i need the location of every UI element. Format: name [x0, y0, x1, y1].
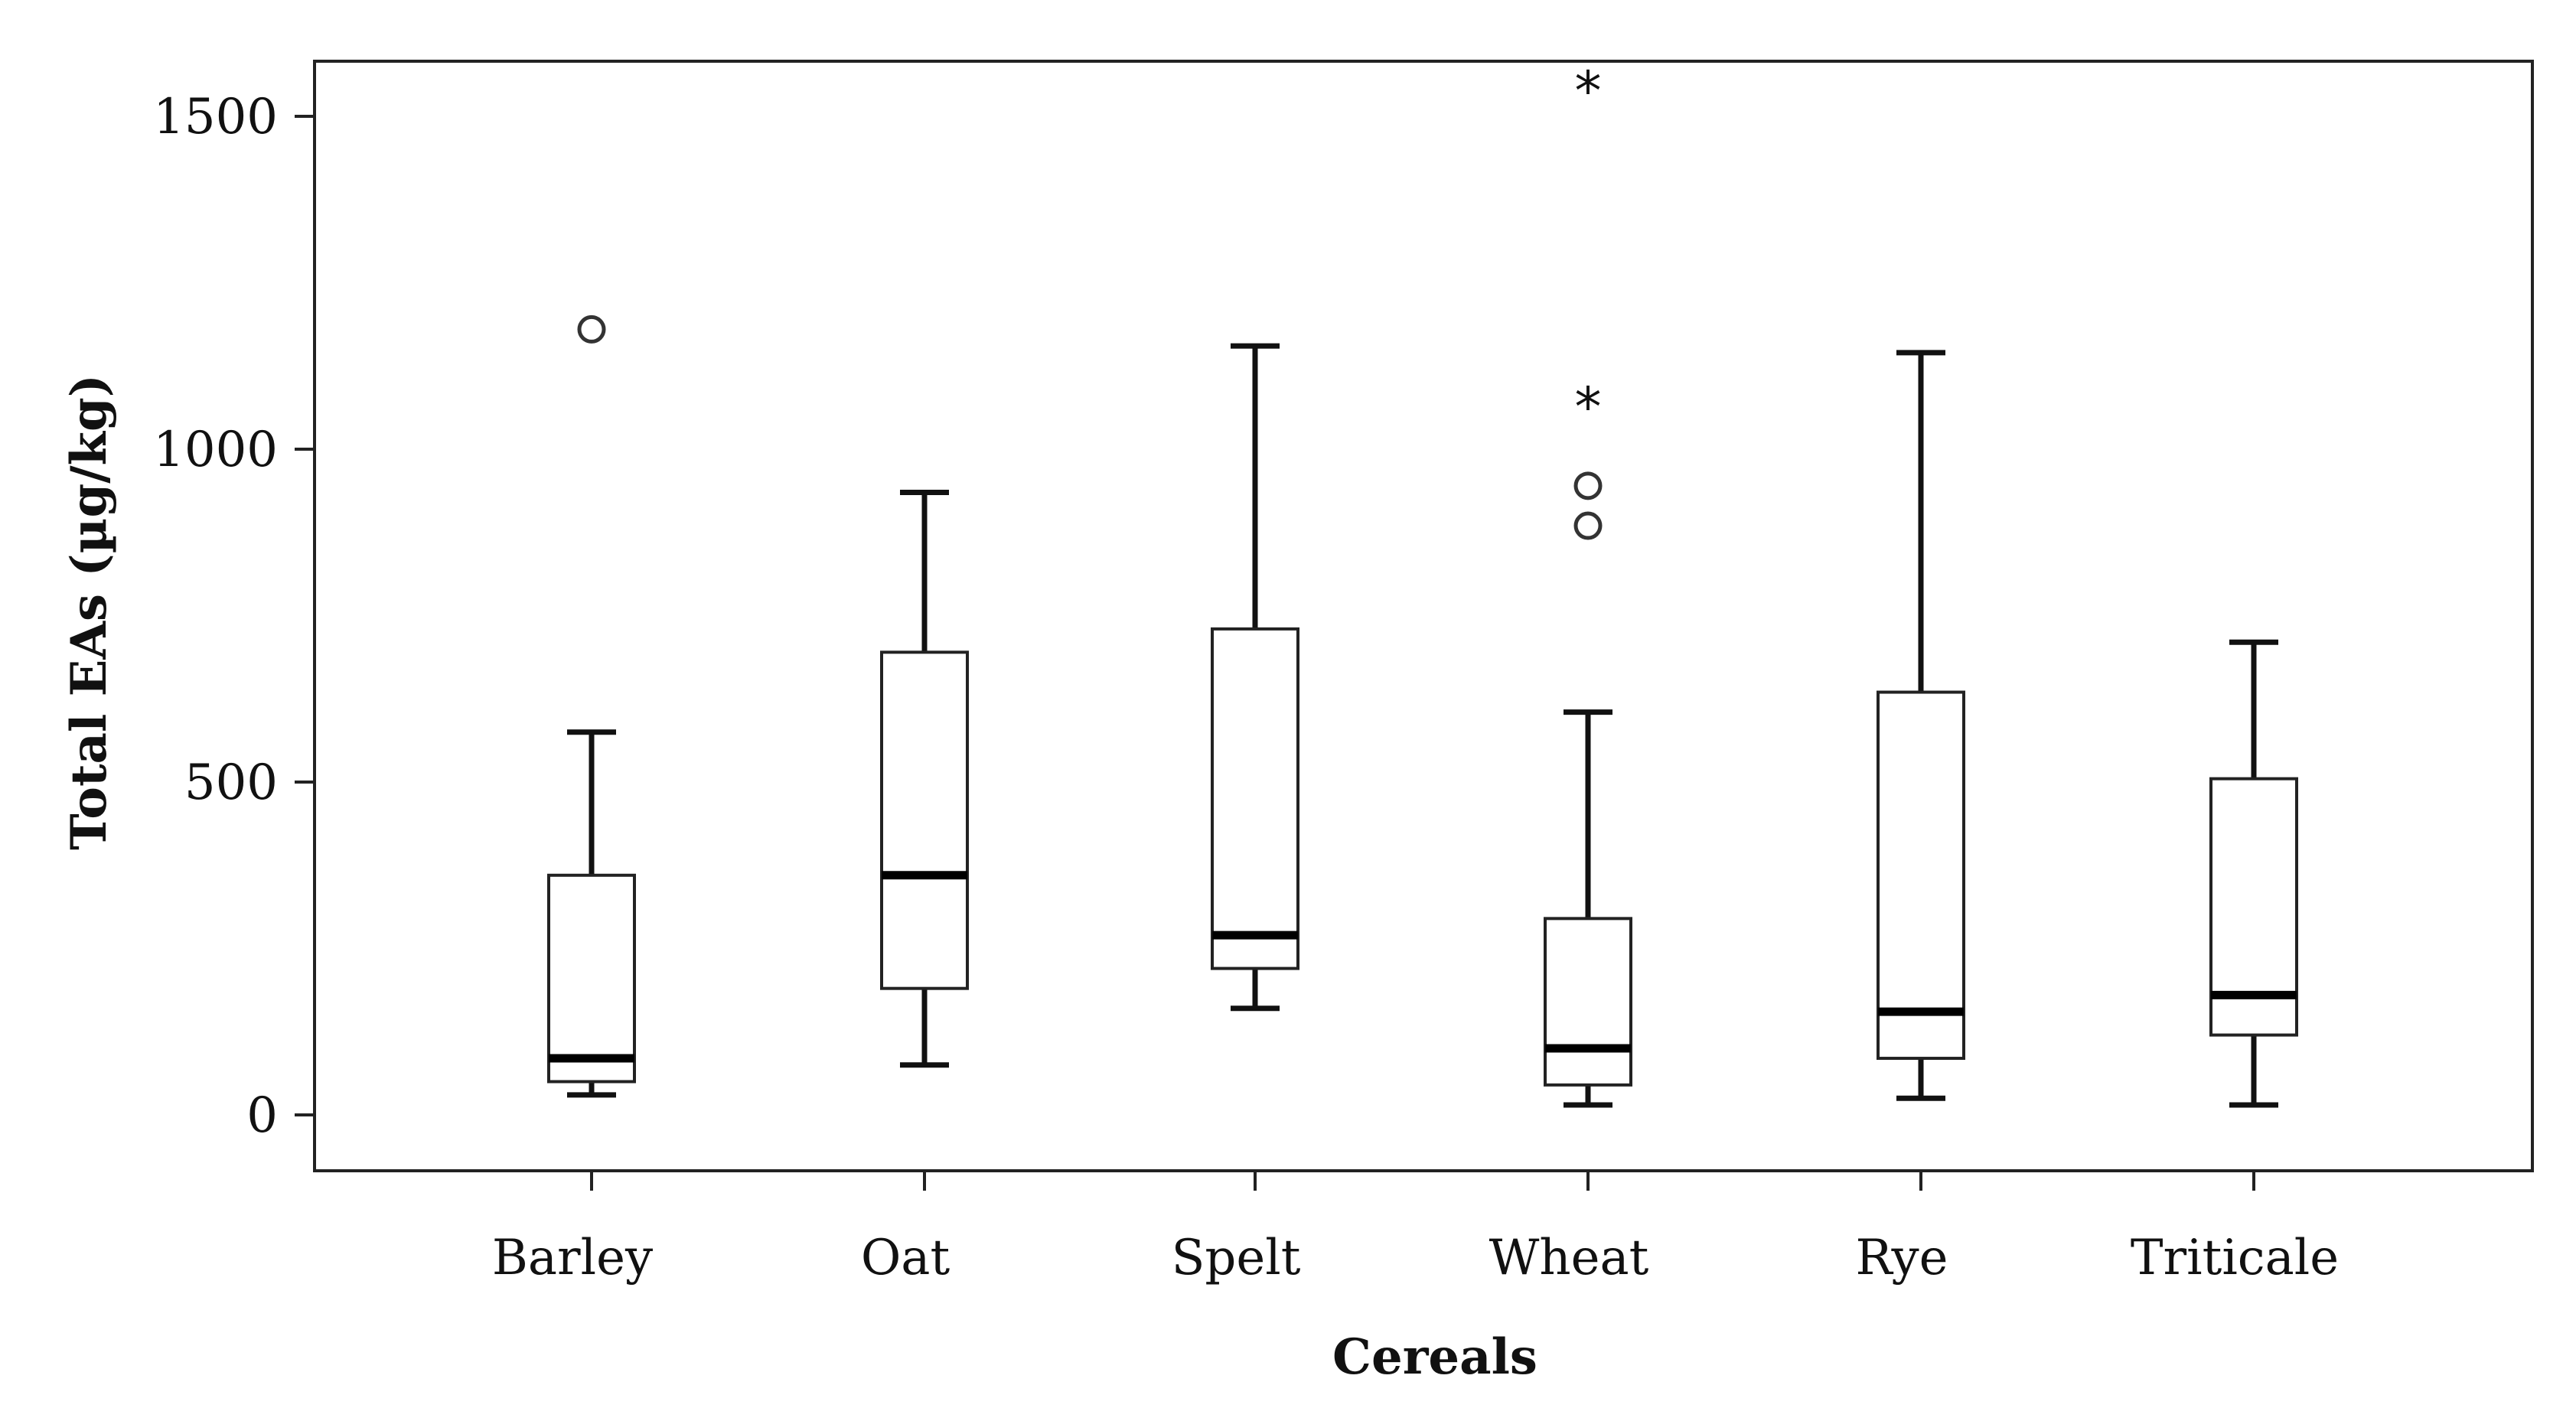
- y-tick-label: 500: [184, 754, 278, 811]
- box-rye: [1877, 350, 1965, 1101]
- iqr-box: [880, 650, 969, 990]
- box-spelt: [1211, 343, 1299, 1012]
- iqr-box: [1877, 690, 1965, 1061]
- iqr-box: [1211, 627, 1299, 970]
- y-tick-label: 0: [246, 1087, 278, 1144]
- outlier-circle: [1573, 471, 1603, 500]
- outlier-circle: [1573, 511, 1603, 540]
- boxes: **: [547, 60, 2298, 1108]
- y-tick-label: 1500: [153, 89, 278, 145]
- outlier-circle: [577, 315, 606, 344]
- outlier-star: *: [1575, 60, 1602, 122]
- box-oat: [880, 490, 969, 1068]
- box-wheat: **: [1544, 60, 1632, 1108]
- x-axis: Barley Oat Spelt Wheat Rye Triticale: [492, 1171, 2339, 1286]
- iqr-box: [1544, 917, 1632, 1087]
- x-tick-label: Triticale: [2131, 1230, 2339, 1286]
- x-tick-label: Rye: [1855, 1230, 1948, 1286]
- outlier-star: *: [1575, 376, 1602, 438]
- x-axis-title: Cereals: [1332, 1328, 1537, 1386]
- y-tick-label: 1000: [153, 422, 278, 478]
- y-axis-title: Total EAs (µg/kg): [60, 374, 118, 850]
- x-tick-label: Barley: [492, 1230, 653, 1286]
- x-tick-label: Oat: [861, 1230, 951, 1286]
- y-axis: 0 500 1000 1500: [153, 89, 315, 1144]
- x-tick-label: Spelt: [1172, 1230, 1301, 1286]
- iqr-box: [547, 873, 636, 1084]
- plot-frame: [313, 60, 2534, 1172]
- box-barley: [547, 315, 636, 1098]
- box-triticale: [2209, 639, 2298, 1108]
- x-tick-label: Wheat: [1489, 1230, 1649, 1286]
